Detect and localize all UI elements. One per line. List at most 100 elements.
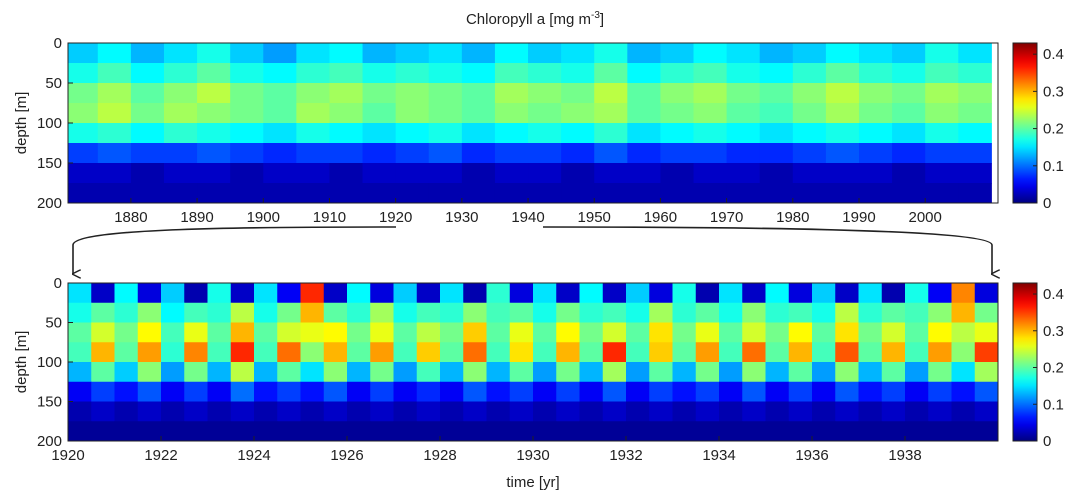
heatmap-cell [792,63,827,84]
heatmap-cell [486,342,511,363]
heatmap-cell [347,302,371,323]
heatmap-cell [207,401,232,422]
heatmap-cell [461,123,496,144]
heatmap-cell [395,103,430,124]
heatmap-cell [759,83,794,104]
heatmap-cell [163,183,198,203]
heatmap-cell [68,63,99,84]
heatmap-cell [835,362,859,383]
x-tick-label: 1934 [702,447,735,464]
heatmap-cell [594,183,628,203]
title-end: ] [600,11,604,28]
heatmap-cell [928,283,952,304]
heatmap-cell [68,123,99,144]
heatmap-cell [951,362,976,383]
heatmap-cell [428,183,463,203]
heatmap-cell [695,322,720,343]
heatmap-cell [197,103,231,124]
y-tick-label: 200 [37,195,62,212]
heatmap-cell [161,342,185,363]
heatmap-cell [486,283,511,304]
heatmap-cell [91,283,115,304]
heatmap-cell [347,322,371,343]
heatmap-cell [925,143,959,164]
heatmap-cell [958,163,992,184]
heatmap-cell [323,362,348,383]
heatmap-cell [184,421,208,441]
x-tick-label: 1920 [379,209,412,226]
heatmap-cell [161,362,185,383]
heatmap-cell [602,362,627,383]
heatmap-cell [626,322,650,343]
heatmap-cell [759,43,794,64]
heatmap-cell [788,401,813,422]
heatmap-cell [207,302,232,323]
y-tick-label: 0 [54,35,62,52]
heatmap-cell [184,322,208,343]
heatmap-cell [428,43,463,64]
heatmap-cell [858,103,893,124]
x-axis-label: time [yr] [506,474,559,491]
heatmap-cell [626,362,650,383]
heatmap-cell [163,43,198,64]
heatmap-cell [494,103,529,124]
heatmap-cell [812,421,836,441]
heatmap-cell [835,302,859,323]
heatmap-cell [951,421,976,441]
heatmap-cell [533,342,557,363]
heatmap-cell [230,421,255,441]
heatmap-cell [905,302,929,323]
heatmap-cell [892,143,926,164]
colorbar-tick-label: 0.1 [1043,158,1064,175]
heatmap-cell [528,143,562,164]
heatmap-cell [494,163,529,184]
heatmap-cell [296,43,330,64]
heatmap-cell [254,342,278,363]
heatmap-cell [602,302,627,323]
heatmap-cell [230,183,264,203]
heatmap-cell [509,401,534,422]
heatmap-cell [951,342,976,363]
heatmap-cell [347,342,371,363]
heatmap-cell [533,322,557,343]
heatmap-cell [626,421,650,441]
heatmap-cell [230,401,255,422]
heatmap-cell [130,103,165,124]
heatmap-cell [649,401,673,422]
x-tick-label: 1900 [247,209,280,226]
x-tick-label: 1930 [516,447,549,464]
heatmap-cell [765,342,790,363]
heatmap-cell [254,283,278,304]
zoom-arrow-right [542,226,992,274]
heatmap-cell [928,401,952,422]
heatmap-cell [486,322,511,343]
heatmap-cell [825,63,860,84]
heatmap-cell [958,83,992,104]
heatmap-cell [765,322,790,343]
heatmap-cell [693,183,728,203]
heatmap-cell [835,342,859,363]
heatmap-cell [695,342,720,363]
heatmap-cell [509,381,534,402]
heatmap-cell [594,163,628,184]
heatmap-cell [347,362,371,383]
heatmap-cell [528,103,562,124]
heatmap-cell [561,183,595,203]
heatmap-cell [649,421,673,441]
heatmap-cell [362,143,397,164]
heatmap-cell [137,283,162,304]
heatmap-cell [556,362,580,383]
heatmap-cell [765,401,790,422]
heatmap-cell [951,401,976,422]
heatmap-cell [440,283,464,304]
heatmap-cell [533,381,557,402]
heatmap-cell [277,342,301,363]
heatmap-cell [958,183,992,203]
heatmap-cell [68,43,99,64]
heatmap-cell [759,163,794,184]
heatmap-cell [329,83,364,104]
heatmap-cell [627,143,661,164]
heatmap-cell [296,123,330,144]
heatmap-cell [263,83,297,104]
